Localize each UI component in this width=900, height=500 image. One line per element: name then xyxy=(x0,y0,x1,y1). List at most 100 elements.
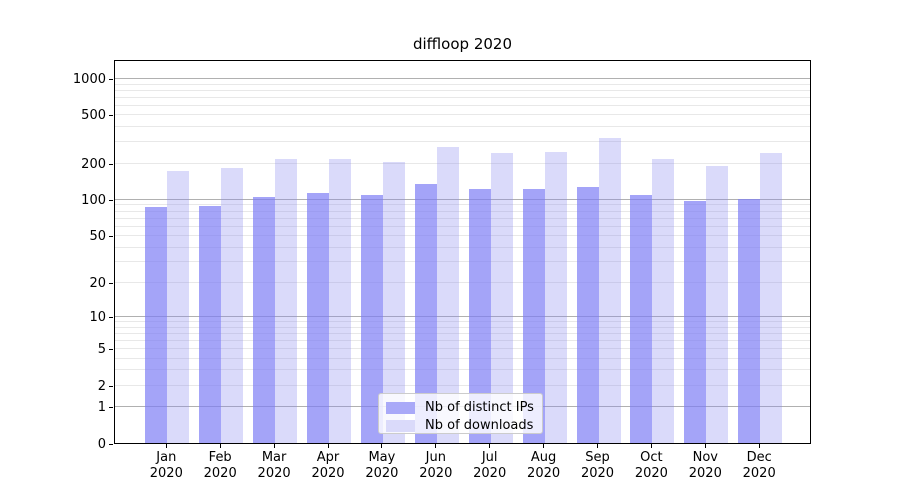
bar-downloads-aug xyxy=(544,152,567,443)
gridline-minor xyxy=(115,332,810,334)
x-tick-year: 2020 xyxy=(419,466,453,481)
y-tick xyxy=(109,78,113,80)
x-tick-year: 2020 xyxy=(527,466,561,481)
bar-downloads-feb xyxy=(221,168,244,443)
gridline-major xyxy=(115,77,810,79)
gridline-minor xyxy=(115,225,810,227)
y-tick-label: 1000 xyxy=(72,71,106,87)
gridline-minor xyxy=(115,369,810,371)
x-tick xyxy=(704,444,706,448)
y-tick xyxy=(109,443,113,445)
legend-swatch-distinct-ips xyxy=(386,401,415,414)
x-tick-year: 2020 xyxy=(742,466,776,481)
x-tick-year: 2020 xyxy=(473,466,507,481)
x-tick xyxy=(327,444,329,448)
x-tick-year: 2020 xyxy=(311,466,345,481)
x-tick-month: Aug xyxy=(530,450,557,465)
x-tick-year: 2020 xyxy=(149,466,183,481)
y-tick xyxy=(109,163,113,165)
x-tick-year: 2020 xyxy=(203,466,237,481)
x-tick-year: 2020 xyxy=(365,466,399,481)
bar-distinct-ips-feb xyxy=(199,206,222,443)
bar-distinct-ips-oct xyxy=(630,194,653,443)
plot-area xyxy=(114,60,811,444)
x-tick-month: Oct xyxy=(640,450,663,465)
y-tick xyxy=(109,316,113,318)
y-tick xyxy=(109,282,113,284)
legend-label-downloads: Nb of downloads xyxy=(425,418,534,433)
bar-downloads-apr xyxy=(329,158,351,443)
bar-downloads-may xyxy=(382,161,405,443)
x-tick-month: Jan xyxy=(156,450,177,465)
x-tick-label-nov: Nov 2020 xyxy=(677,450,733,482)
bar-downloads-nov xyxy=(706,165,729,443)
gridline-minor xyxy=(115,321,810,322)
bar-distinct-ips-mar xyxy=(253,197,276,443)
x-tick-year: 2020 xyxy=(580,466,615,481)
x-tick-month: Apr xyxy=(316,450,340,465)
bar-downloads-jul xyxy=(490,153,513,443)
x-tick-month: Sep xyxy=(585,450,610,465)
y-tick xyxy=(109,115,113,117)
legend: Nb of distinct IPs Nb of downloads xyxy=(378,393,543,434)
bar-distinct-ips-may xyxy=(360,195,383,443)
bar-downloads-sep xyxy=(598,138,621,443)
legend-label-distinct-ips: Nb of distinct IPs xyxy=(425,400,534,415)
x-tick-label-apr: Apr 2020 xyxy=(300,450,356,482)
gridline-minor xyxy=(115,281,810,283)
gridline-minor xyxy=(115,204,810,206)
gridline-minor xyxy=(115,347,810,349)
bar-distinct-ips-jun xyxy=(414,184,437,443)
x-tick xyxy=(273,444,275,448)
x-tick-month: Nov xyxy=(692,450,718,465)
gridline-minor xyxy=(115,326,810,328)
x-tick-label-feb: Feb 2020 xyxy=(192,450,248,482)
y-tick-label: 0 xyxy=(97,436,106,452)
gridline-minor xyxy=(115,162,810,164)
y-tick-label: 10 xyxy=(89,309,106,325)
y-tick xyxy=(109,385,113,387)
y-tick-label: 100 xyxy=(81,192,106,208)
y-tick-label: 5 xyxy=(97,341,106,357)
x-tick xyxy=(381,444,383,448)
bar-distinct-ips-jul xyxy=(468,189,491,443)
y-tick xyxy=(109,199,113,201)
x-tick-month: May xyxy=(368,450,396,465)
bar-distinct-ips-dec xyxy=(738,199,761,443)
gridline-major xyxy=(115,198,810,200)
x-tick-month: Feb xyxy=(208,450,232,465)
y-tick xyxy=(109,406,113,408)
x-tick-month: Jun xyxy=(425,450,446,465)
gridline-major xyxy=(115,315,810,317)
y-tick xyxy=(109,236,113,238)
gridline-minor xyxy=(115,114,810,116)
gridline-minor xyxy=(115,235,810,237)
bar-downloads-jun xyxy=(436,146,459,443)
y-tick-label: 2 xyxy=(97,378,106,394)
y-tick-label: 50 xyxy=(89,229,106,245)
bar-distinct-ips-nov xyxy=(684,200,707,443)
x-tick-label-jul: Jul 2020 xyxy=(462,450,518,482)
x-tick xyxy=(758,444,760,448)
x-tick xyxy=(219,444,221,448)
x-tick xyxy=(597,444,598,448)
bar-downloads-dec xyxy=(760,153,783,443)
y-tick-label: 200 xyxy=(81,156,106,172)
bar-downloads-mar xyxy=(275,159,298,443)
x-tick xyxy=(165,444,167,448)
gridline-minor xyxy=(115,141,810,143)
gridline-minor xyxy=(115,339,810,341)
x-tick-month: Jul xyxy=(481,450,498,465)
bar-distinct-ips-aug xyxy=(522,188,545,443)
x-tick-label-sep: Sep 2020 xyxy=(570,450,626,482)
x-tick-label-jun: Jun 2020 xyxy=(408,450,464,482)
gridline-minor xyxy=(115,126,810,128)
gridline-minor xyxy=(115,83,810,85)
bar-distinct-ips-apr xyxy=(307,193,329,443)
gridline-minor xyxy=(115,217,810,219)
legend-entry-distinct-ips: Nb of distinct IPs xyxy=(386,400,536,415)
x-tick-month: Mar xyxy=(261,450,287,465)
x-tick-month: Dec xyxy=(746,450,772,465)
x-tick xyxy=(543,444,545,448)
